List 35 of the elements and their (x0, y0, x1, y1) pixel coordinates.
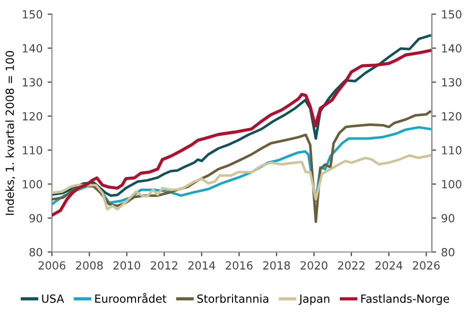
y2-tick-label: 80 (442, 248, 454, 256)
y-tick-label: 90 (29, 214, 42, 222)
x-tick-label: 2022 (338, 261, 364, 270)
x-tick-label: 2020 (300, 261, 328, 270)
legend-label: Fastlands-Norge (361, 294, 450, 305)
x-tick-label: 2024 (376, 261, 402, 270)
line-series (52, 154, 432, 210)
y2-tick-label: 110 (442, 146, 462, 154)
y-tick-label: 130 (22, 78, 42, 87)
x-tick-label: 2016 (226, 261, 253, 270)
x-tick-label: 2012 (150, 261, 178, 270)
y2-tick-label: 140 (442, 44, 462, 53)
x-tick-label: 2026 (412, 261, 440, 270)
line-series (52, 49, 432, 217)
y-tick-label: 140 (22, 44, 42, 53)
y-tick-label: 110 (22, 146, 42, 154)
y2-tick-label: 90 (442, 214, 454, 222)
y-tick-label: 100 (22, 180, 42, 188)
legend-label: Euroområdet (95, 292, 166, 303)
legend-label: Japan (298, 294, 330, 305)
y-tick-label: 80 (30, 248, 42, 256)
y2-tick-label: 120 (442, 112, 462, 120)
x-tick-label: 2008 (76, 261, 103, 270)
legend-label: USA (42, 294, 64, 303)
x-tick-label: 2018 (263, 261, 290, 270)
legend-label: Storbritannia (197, 294, 268, 303)
y-tick-label: 120 (22, 112, 42, 120)
y2-tick-label: 130 (442, 78, 462, 87)
y2-tick-label: 100 (442, 180, 462, 188)
x-tick-label: 2010 (113, 261, 140, 270)
x-tick-label: 2006 (38, 261, 66, 270)
y-tick-label: 150 (22, 10, 42, 19)
y-axis-title: Indeks, 1. kvartal 2008 = 100 (5, 50, 16, 215)
x-tick-label: 2014 (188, 261, 216, 270)
y2-tick-label: 150 (442, 10, 462, 19)
